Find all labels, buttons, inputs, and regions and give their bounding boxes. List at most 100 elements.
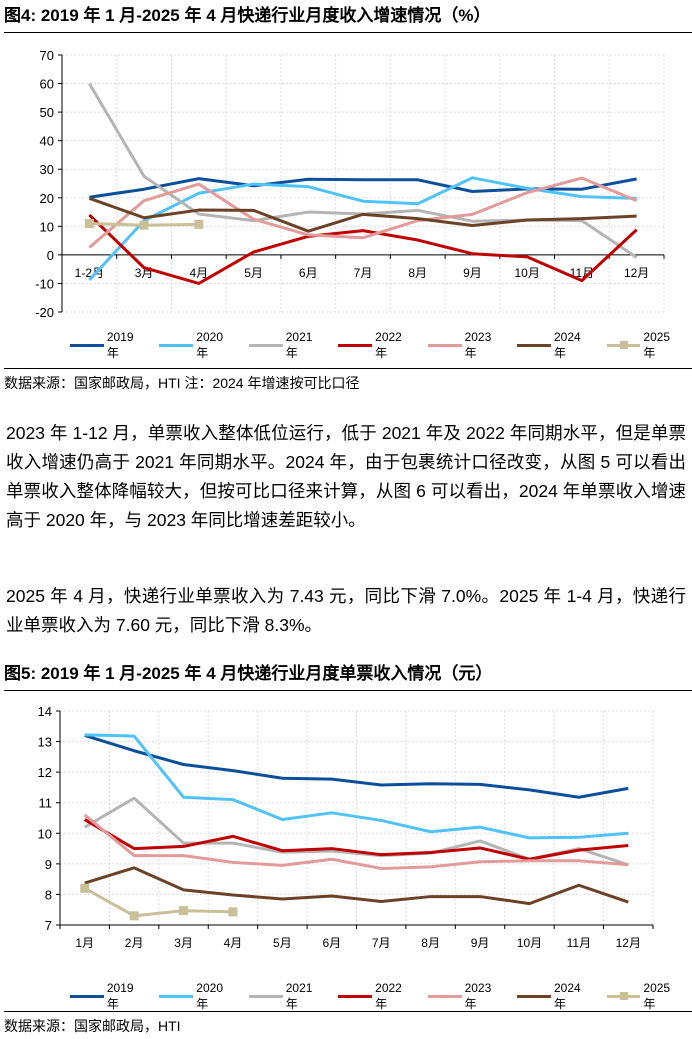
legend-label: 2023年: [464, 981, 492, 1011]
legend-label: 2020年: [196, 981, 223, 1011]
data-point-marker: [84, 218, 94, 228]
legend-line-icon: [159, 344, 194, 347]
legend-label: 2025年: [643, 330, 671, 360]
data-point-marker: [129, 911, 139, 921]
legend-item: 2021年: [248, 981, 324, 1012]
y-tick-label: 0: [47, 248, 54, 263]
y-tick-label: 40: [40, 134, 54, 149]
x-tick-label: 7月: [372, 936, 391, 950]
x-tick-label: 4月: [189, 266, 208, 280]
y-tick-label: 11: [39, 796, 53, 811]
series-line-2022: [83, 818, 629, 861]
y-tick-label: 30: [40, 162, 54, 177]
legend-item: 2024年: [517, 330, 592, 361]
legend-label: 2020年: [196, 330, 223, 360]
x-tick-label: 10月: [517, 936, 542, 950]
legend-item: 2023年: [427, 330, 503, 361]
figure-4-title: 图4: 2019 年 1 月-2025 年 4 月快递行业月度收入增速情况（%）: [4, 4, 692, 33]
series-line-2020: [84, 733, 629, 840]
series-line-2023: [83, 813, 629, 870]
y-tick-label: 10: [40, 219, 54, 234]
figure-5-title: 图5: 2019 年 1 月-2025 年 4 月快递行业月度单票收入情况（元）: [4, 662, 692, 691]
legend-line-icon: [248, 344, 283, 347]
legend-item: 2020年: [159, 981, 234, 1012]
y-tick-label: 70: [40, 48, 54, 63]
data-point-marker: [179, 906, 189, 916]
x-tick-label: 12月: [616, 936, 641, 950]
y-tick-label: -10: [35, 276, 54, 291]
x-tick-label: 11月: [567, 936, 591, 950]
legend-line-icon: [517, 344, 551, 347]
legend-label: 2021年: [285, 981, 313, 1011]
legend-item: 2023年: [427, 981, 503, 1012]
series-line-2019: [84, 734, 629, 799]
legend-item: 2022年: [338, 330, 413, 361]
y-tick-label: 12: [38, 765, 52, 780]
x-tick-label: 9月: [463, 266, 482, 280]
legend-line-icon: [70, 344, 104, 347]
x-tick-label: 1月: [75, 936, 94, 950]
legend-line-icon: [248, 995, 283, 998]
y-tick-label: -20: [35, 305, 54, 320]
legend-label: 2024年: [553, 981, 581, 1011]
x-tick-label: 3月: [174, 936, 193, 950]
x-tick-label: 12月: [624, 266, 649, 280]
y-tick-label: 9: [45, 857, 52, 872]
y-tick-label: 14: [38, 704, 52, 719]
legend-item: 2025年: [606, 330, 682, 361]
series-line-2022: [88, 213, 638, 285]
data-point-marker: [139, 220, 149, 230]
legend-line-icon: [338, 344, 373, 347]
legend-item: 2024年: [517, 981, 592, 1012]
legend-label: 2025年: [643, 981, 671, 1011]
y-tick-label: 20: [40, 191, 54, 206]
legend-label: 2019年: [106, 330, 134, 360]
x-tick-label: 9月: [471, 936, 490, 950]
y-tick-label: 8: [45, 887, 52, 902]
legend-item: 2020年: [159, 330, 234, 361]
x-tick-label: 6月: [299, 266, 318, 280]
legend-line-icon: [159, 995, 194, 998]
figure-4-source: 数据来源：国家邮政局，HTI 注：2024 年增速按可比口径: [4, 368, 692, 393]
y-tick-label: 10: [38, 826, 52, 841]
legend-square-icon: [619, 992, 628, 1000]
legend-line-icon: [517, 995, 551, 998]
legend-item: 2019年: [70, 330, 145, 361]
data-point-marker: [80, 883, 90, 893]
x-tick-label: 4月: [224, 936, 243, 950]
x-tick-label: 10月: [515, 266, 540, 280]
figure-5-chart: 7 8 9 10 11 12 13 14 1月 2月 3月 4月 5月 6月 7月 8月 9月 10月 11月 12月: [38, 704, 654, 950]
legend-item: 2022年: [338, 981, 413, 1012]
paragraph-1: 2023 年 1-12 月，单票收入整体低位运行，低于 2021 年及 2022…: [6, 423, 686, 530]
x-tick-label: 7月: [354, 266, 373, 280]
legend-label: 2022年: [375, 981, 402, 1011]
series-line-2023: [88, 176, 638, 249]
legend-line-icon: [606, 992, 641, 1000]
y-tick-label: 7: [45, 918, 52, 933]
legend-item: 2021年: [248, 330, 324, 361]
data-point-marker: [194, 219, 204, 229]
figure-5-source: 数据来源：国家邮政局，HTI: [4, 1011, 692, 1036]
y-tick-label: 50: [40, 105, 54, 120]
legend-label: 2023年: [464, 330, 492, 360]
legend-item: 2019年: [70, 981, 145, 1012]
legend-line-icon: [427, 344, 462, 347]
figure-5-legend: 2019年 2020年 2021年 2022年 2023年 2024年 2025年: [70, 981, 682, 1012]
series-line-2024: [88, 196, 637, 233]
x-tick-label: 5月: [273, 936, 292, 950]
legend-label: 2021年: [285, 330, 313, 360]
legend-label: 2024年: [553, 330, 581, 360]
legend-line-icon: [70, 995, 104, 998]
x-tick-label: 1-2月: [75, 266, 104, 280]
data-point-marker: [228, 907, 238, 917]
series-line-2024: [84, 866, 629, 906]
legend-line-icon: [606, 341, 641, 349]
legend-label: 2022年: [375, 330, 402, 360]
series-line-2025: [83, 887, 233, 918]
legend-line-icon: [427, 995, 462, 998]
x-tick-label: 2月: [125, 936, 144, 950]
x-tick-label: 8月: [421, 936, 440, 950]
y-tick-label: 13: [38, 735, 52, 750]
